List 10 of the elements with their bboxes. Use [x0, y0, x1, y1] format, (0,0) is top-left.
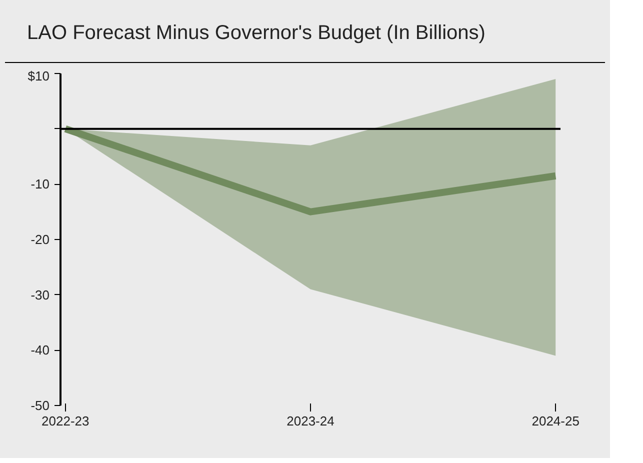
y-tick-label: -50	[30, 398, 50, 413]
x-tick-label: 2023-24	[286, 413, 334, 428]
x-tick-label: 2024-25	[532, 413, 580, 428]
y-tick-label: -10	[30, 176, 50, 192]
x-tick-label: 2022-23	[42, 413, 90, 428]
y-tick-label: -20	[30, 232, 50, 247]
y-tick-label: $10	[28, 68, 50, 84]
y-tick-label: -40	[30, 342, 50, 358]
chart-title: LAO Forecast Minus Governor's Budget (In Billions)	[27, 21, 486, 46]
y-tick-label: -30	[30, 286, 50, 302]
